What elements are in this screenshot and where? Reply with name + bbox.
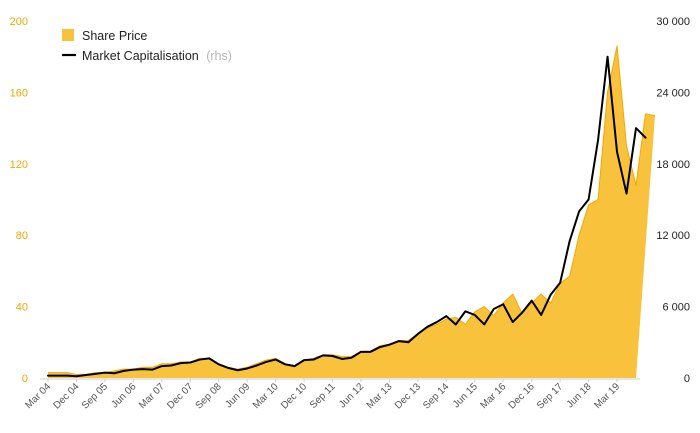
legend-market-cap-suffix: (rhs): [206, 49, 232, 63]
x-tick-label: Sep 11: [308, 381, 338, 411]
legend: Share Price Market Capitalisation (rhs): [62, 29, 232, 63]
x-tick-label: Jun 18: [565, 381, 594, 410]
x-tick-label: Jun 15: [451, 381, 480, 410]
left-tick-label: 0: [22, 373, 28, 385]
x-tick-label: Jun 12: [337, 381, 366, 410]
legend-market-cap-label: Market Capitalisation (rhs): [82, 49, 232, 63]
share-price-area-edge: [48, 45, 656, 375]
market-cap-line-layer: [47, 55, 647, 378]
x-tick-label: Mar 10: [251, 381, 281, 411]
left-tick-label: 120: [10, 159, 28, 171]
x-tick-label: Mar 16: [479, 381, 509, 411]
x-tick-label: Jun 09: [223, 381, 252, 410]
share-price-area: [48, 45, 655, 379]
left-axis-tick-labels: 0 40 80 120 160 200: [10, 16, 28, 385]
right-tick-label: 24 000: [656, 87, 690, 99]
left-tick-label: 80: [16, 230, 28, 242]
legend-share-price-label: Share Price: [82, 29, 147, 43]
right-tick-label: 30 000: [656, 16, 690, 28]
x-tick-label: Jun 06: [110, 381, 139, 410]
x-tick-label: Mar 13: [365, 381, 395, 411]
x-tick-label: Sep 05: [80, 381, 110, 411]
share-price-area-layer: [48, 45, 656, 379]
x-tick-label: Dec 16: [507, 381, 537, 411]
x-tick-label: Dec 04: [51, 381, 81, 411]
x-tick-label: Sep 17: [535, 381, 565, 411]
x-tick-label: Dec 13: [393, 381, 423, 411]
x-tick-label: Dec 07: [165, 381, 195, 411]
x-tick-label: Mar 19: [592, 381, 622, 411]
x-tick-label: Sep 08: [194, 381, 224, 411]
x-tick-label: Sep 14: [421, 381, 451, 411]
x-tick-label: Mar 04: [23, 381, 53, 411]
right-tick-label: 18 000: [656, 159, 690, 171]
legend-market-cap-name: Market Capitalisation: [82, 49, 199, 63]
x-tick-label: Mar 07: [137, 381, 167, 411]
market-cap-line: [47, 55, 647, 378]
right-tick-label: 12 000: [656, 230, 690, 242]
right-tick-label: 6 000: [662, 302, 690, 314]
left-tick-label: 160: [10, 87, 28, 99]
x-tick-label: Dec 10: [279, 381, 309, 411]
legend-share-price-swatch: [62, 29, 74, 41]
left-tick-label: 200: [10, 16, 28, 28]
right-tick-label: 0: [684, 373, 690, 385]
left-tick-label: 40: [16, 302, 28, 314]
right-axis-tick-labels: 0 6 000 12 000 18 000 24 000 30 000: [656, 16, 690, 385]
